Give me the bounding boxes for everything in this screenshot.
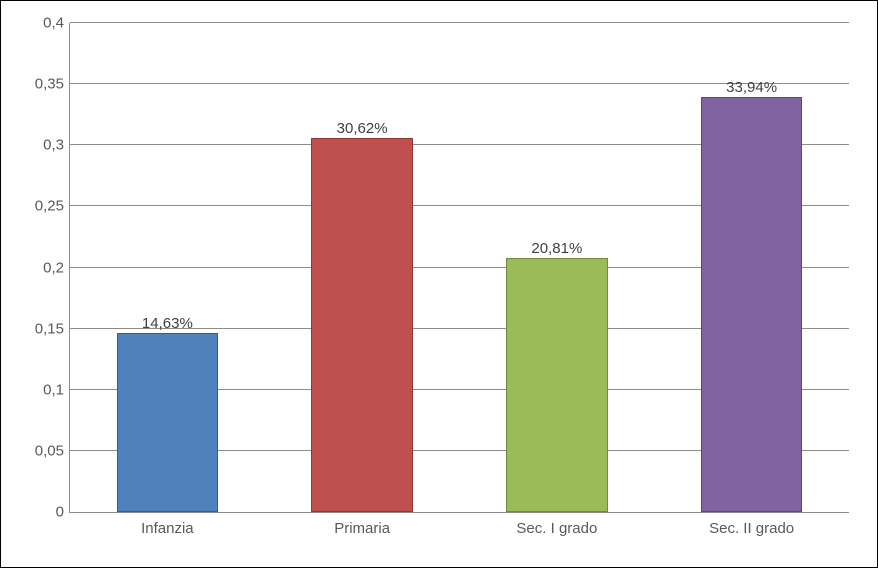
bar-value-label: 33,94%	[726, 79, 777, 96]
y-tick-label: 0,35	[35, 76, 64, 93]
bar-slot: 20,81%Sec. I grado	[460, 23, 655, 512]
chart-container: 00,050,10,150,20,250,30,350,414,63%Infan…	[0, 0, 878, 568]
x-tick-label: Infanzia	[141, 520, 194, 537]
bar-value-label: 30,62%	[337, 120, 388, 137]
bar-value-label: 14,63%	[142, 315, 193, 332]
bar: 14,63%	[117, 333, 218, 512]
y-tick-label: 0,2	[43, 259, 64, 276]
y-tick-label: 0	[56, 504, 64, 521]
y-tick-label: 0,05	[35, 442, 64, 459]
x-tick-label: Sec. II grado	[709, 520, 794, 537]
bar: 30,62%	[311, 138, 412, 512]
plot-area: 00,050,10,150,20,250,30,350,414,63%Infan…	[69, 23, 849, 513]
bar-value-label: 20,81%	[531, 240, 582, 257]
x-tick-label: Primaria	[334, 520, 390, 537]
bar: 33,94%	[701, 97, 802, 512]
x-tick-label: Sec. I grado	[516, 520, 597, 537]
bar: 20,81%	[506, 258, 607, 512]
y-tick-label: 0,25	[35, 198, 64, 215]
chart-shell: 00,050,10,150,20,250,30,350,414,63%Infan…	[19, 19, 859, 549]
bar-slot: 14,63%Infanzia	[70, 23, 265, 512]
y-tick-label: 0,1	[43, 381, 64, 398]
bar-slot: 30,62%Primaria	[265, 23, 460, 512]
y-tick-label: 0,15	[35, 320, 64, 337]
y-tick-label: 0,4	[43, 15, 64, 32]
y-tick-label: 0,3	[43, 137, 64, 154]
bar-slot: 33,94%Sec. II grado	[654, 23, 849, 512]
